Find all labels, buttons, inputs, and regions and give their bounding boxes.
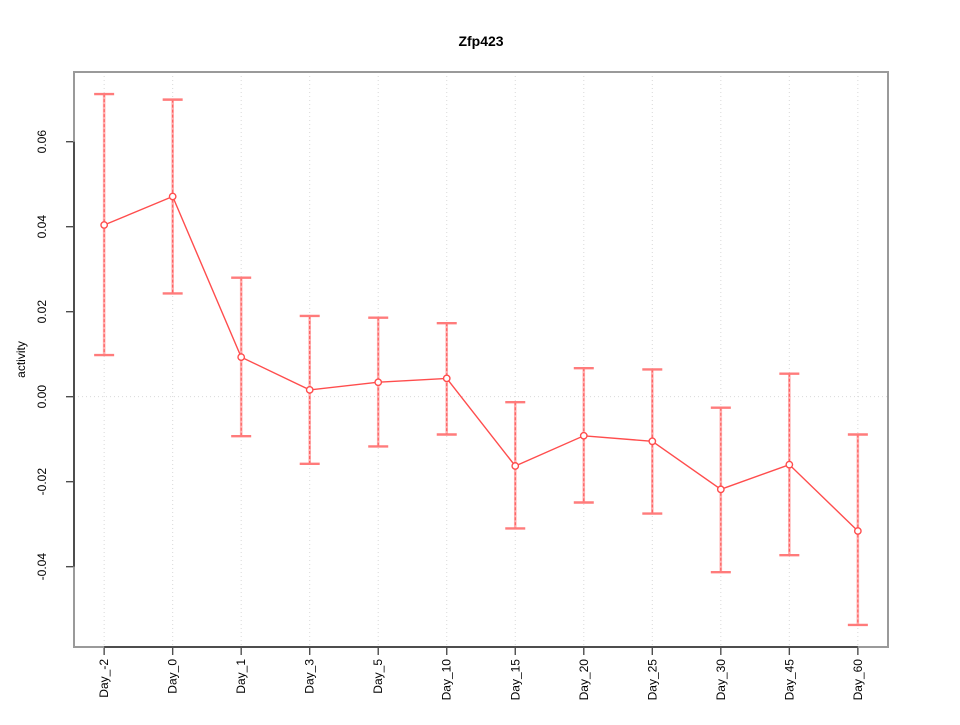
data-point-8 [648,437,657,446]
data-point-11 [853,527,862,535]
y-tick-label-4: 0.04 [35,215,49,239]
x-tick-label-1: Day_0 [166,659,180,694]
x-tick-label-9: Day_30 [714,659,728,701]
x-tick-label-7: Day_20 [577,659,591,701]
y-tick-label-3: 0.02 [35,300,49,324]
x-tick-label-11: Day_60 [851,659,865,701]
data-point-4 [374,378,383,387]
plot-border [73,71,889,648]
data-point-1 [168,192,177,201]
data-point-9 [716,485,725,494]
y-tick-label-2: 0.00 [35,385,49,409]
data-point-10 [785,460,794,469]
data-point-6 [511,462,520,470]
data-point-0 [100,221,109,229]
x-tick-label-3: Day_3 [303,659,317,694]
x-tick-label-6: Day_15 [508,659,522,701]
y-tick-label-1: -0.02 [35,468,49,496]
chart-title: Zfp423 [458,33,503,49]
x-tick-label-5: Day_10 [440,659,454,701]
data-point-3 [305,385,314,394]
x-tick-label-2: Day_1 [234,659,248,694]
series-line [103,195,859,532]
y-axis-title: activity [14,341,28,378]
data-point-7 [579,431,588,440]
y-tick-label-0: -0.04 [35,553,49,581]
data-point-5 [442,374,451,383]
x-tick-label-0: Day_-2 [97,659,111,698]
y-tick-label-5: 0.06 [35,130,49,154]
x-tick-label-10: Day_45 [782,659,796,701]
x-tick-label-8: Day_25 [645,659,659,701]
data-point-2 [237,353,246,362]
x-tick-label-4: Day_5 [371,659,385,694]
